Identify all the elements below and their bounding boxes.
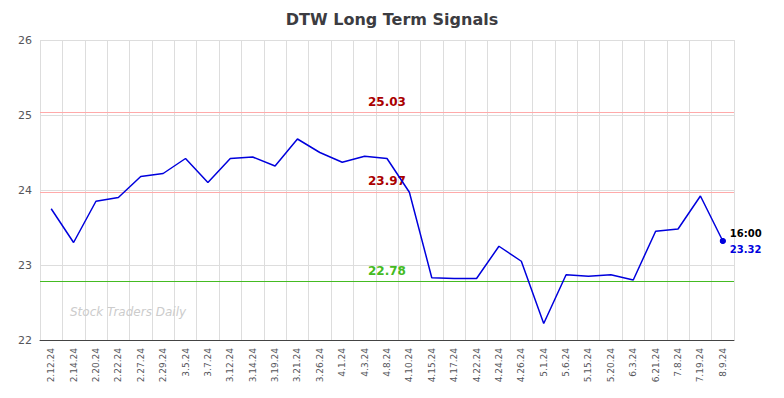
svg-text:4.15.24: 4.15.24 (427, 348, 437, 383)
svg-text:Stock Traders Daily: Stock Traders Daily (70, 305, 187, 319)
svg-text:DTW Long Term Signals: DTW Long Term Signals (286, 10, 498, 29)
svg-text:24: 24 (18, 184, 32, 197)
svg-text:3.26.24: 3.26.24 (315, 348, 325, 383)
svg-text:4.24.24: 4.24.24 (494, 348, 504, 383)
svg-text:16:00: 16:00 (730, 228, 762, 239)
svg-text:26: 26 (18, 34, 32, 47)
svg-text:6.3.24: 6.3.24 (628, 348, 638, 377)
svg-text:3.7.24: 3.7.24 (203, 348, 213, 377)
svg-text:22.78: 22.78 (368, 264, 406, 278)
svg-text:22: 22 (18, 334, 32, 347)
svg-text:2.22.24: 2.22.24 (113, 348, 123, 383)
svg-text:4.8.24: 4.8.24 (382, 348, 392, 377)
svg-text:5.15.24: 5.15.24 (583, 348, 593, 383)
svg-text:23.97: 23.97 (368, 174, 406, 188)
svg-text:4.10.24: 4.10.24 (404, 348, 414, 383)
svg-text:5.20.24: 5.20.24 (606, 348, 616, 383)
svg-text:3.19.24: 3.19.24 (270, 348, 280, 383)
svg-text:3.14.24: 3.14.24 (248, 348, 258, 383)
svg-text:23: 23 (18, 259, 32, 272)
svg-text:7.19.24: 7.19.24 (695, 348, 705, 383)
svg-text:3.21.24: 3.21.24 (292, 348, 302, 383)
svg-text:2.27.24: 2.27.24 (136, 348, 146, 383)
svg-text:25: 25 (18, 109, 32, 122)
svg-text:3.5.24: 3.5.24 (181, 348, 191, 377)
svg-text:2.12.24: 2.12.24 (46, 348, 56, 383)
svg-text:2.29.24: 2.29.24 (158, 348, 168, 383)
svg-text:4.22.24: 4.22.24 (472, 348, 482, 383)
svg-text:25.03: 25.03 (368, 95, 406, 109)
svg-text:4.3.24: 4.3.24 (360, 348, 370, 377)
svg-text:7.8.24: 7.8.24 (673, 348, 683, 377)
svg-text:5.6.24: 5.6.24 (561, 348, 571, 377)
svg-text:2.20.24: 2.20.24 (91, 348, 101, 383)
svg-text:3.12.24: 3.12.24 (225, 348, 235, 383)
svg-text:4.1.24: 4.1.24 (337, 348, 347, 377)
svg-text:8.9.24: 8.9.24 (718, 348, 728, 377)
svg-text:5.1.24: 5.1.24 (539, 348, 549, 377)
svg-text:2.14.24: 2.14.24 (69, 348, 79, 383)
svg-text:6.21.24: 6.21.24 (651, 348, 661, 383)
svg-text:4.26.24: 4.26.24 (516, 348, 526, 383)
svg-text:23.32: 23.32 (730, 244, 762, 255)
svg-text:4.17.24: 4.17.24 (449, 348, 459, 383)
